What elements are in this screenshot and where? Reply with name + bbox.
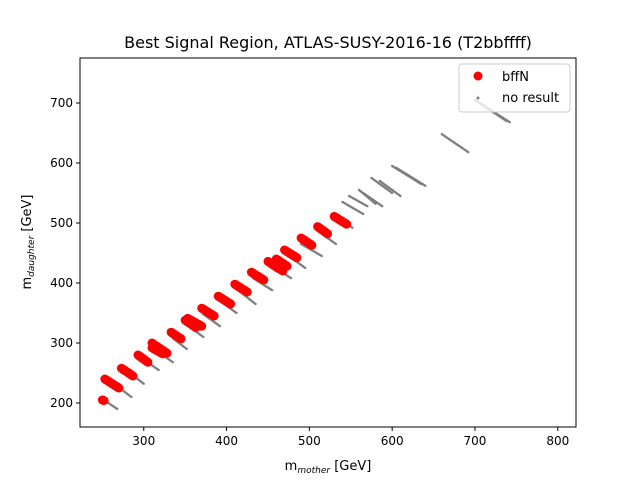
- plot-area: [80, 58, 576, 427]
- data-point: [304, 266, 307, 270]
- data-point: [143, 357, 153, 367]
- data-point: [361, 212, 365, 216]
- y-tick-label: 200: [50, 396, 73, 410]
- data-point: [162, 348, 172, 358]
- data-point: [171, 361, 174, 364]
- data-point: [399, 194, 402, 198]
- data-point: [254, 302, 257, 306]
- x-axis: 300 400 500 600 700 800: [132, 427, 569, 448]
- data-point: [209, 311, 219, 321]
- data-point: [282, 261, 292, 271]
- data-point: [142, 382, 145, 385]
- data-point: [390, 191, 394, 195]
- data-point: [323, 229, 333, 239]
- data-point: [128, 371, 138, 381]
- legend: bffN no result: [458, 63, 571, 113]
- data-point: [292, 253, 302, 263]
- data-point: [218, 325, 222, 328]
- legend-label-no-result: no result: [502, 91, 559, 106]
- legend-marker-no-result: [476, 96, 480, 100]
- data-point: [185, 347, 189, 351]
- x-axis-label: mmother [GeV]: [285, 459, 372, 476]
- data-point: [99, 396, 109, 406]
- data-point: [334, 242, 338, 246]
- data-point: [366, 205, 369, 208]
- data-point: [467, 151, 470, 154]
- data-point: [351, 226, 354, 229]
- data-point: [320, 254, 323, 258]
- x-axis-label-unit: [GeV]: [330, 459, 371, 474]
- y-tick-label: 400: [50, 276, 73, 290]
- y-tick-label: 300: [50, 336, 73, 350]
- x-tick-label: 800: [546, 434, 569, 448]
- data-point: [270, 289, 274, 292]
- x-tick-label: 500: [298, 434, 321, 448]
- y-axis-label-base: m: [20, 277, 35, 290]
- x-axis-label-sub: mother: [297, 466, 331, 476]
- series-bffn-points: [97, 211, 352, 406]
- x-axis-label-base: m: [285, 459, 298, 474]
- data-point: [116, 407, 119, 411]
- data-point: [289, 277, 293, 280]
- y-tick-label: 600: [50, 156, 73, 170]
- plot-frame: [79, 57, 577, 428]
- data-point: [157, 368, 160, 372]
- x-tick-label: 300: [132, 434, 155, 448]
- data-point: [342, 219, 352, 229]
- y-tick-label: 500: [50, 216, 73, 230]
- y-axis: 200 300 400 500 600 700: [50, 96, 80, 410]
- chart-title: Best Signal Region, ATLAS-SUSY-2016-16 (…: [124, 33, 532, 52]
- data-point: [307, 240, 317, 250]
- data-point: [259, 275, 269, 285]
- data-point: [235, 311, 238, 315]
- legend-box: [458, 63, 571, 113]
- y-axis-label-sub: daughter: [27, 234, 37, 276]
- data-point: [508, 121, 511, 124]
- data-point: [114, 383, 124, 393]
- data-point: [424, 184, 427, 187]
- x-tick-label: 600: [381, 434, 404, 448]
- legend-marker-bffn: [473, 71, 483, 81]
- y-tick-label: 700: [50, 96, 73, 110]
- data-point: [505, 119, 508, 123]
- x-tick-label: 400: [215, 434, 238, 448]
- legend-label-bffn: bffN: [502, 70, 529, 85]
- data-point: [202, 335, 205, 339]
- data-point: [381, 205, 384, 208]
- data-point: [226, 299, 236, 309]
- y-axis-label: mdaughter [GeV]: [20, 194, 37, 289]
- y-axis-label-unit: [GeV]: [20, 194, 35, 235]
- x-tick-label: 700: [464, 434, 487, 448]
- data-point: [176, 334, 186, 344]
- data-point: [242, 287, 252, 297]
- data-point: [130, 395, 133, 399]
- data-point: [197, 321, 207, 331]
